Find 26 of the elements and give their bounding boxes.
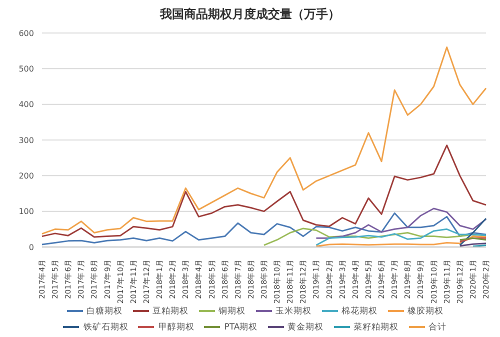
- legend-label: 铜期权: [218, 306, 246, 316]
- chart-title: 我国商品期权月度成交量（万手）: [158, 6, 341, 23]
- line-series: [315, 208, 487, 239]
- y-tick-label: 200: [18, 172, 34, 181]
- y-tick-label: 400: [18, 100, 34, 110]
- y-tick-label: 0: [28, 242, 34, 252]
- line-series: [41, 46, 487, 235]
- legend-label: 菜籽粕期权: [354, 322, 399, 332]
- legend-label: PTA期权: [224, 322, 258, 332]
- line-series: [315, 228, 487, 246]
- legend-label: 黄金期权: [288, 322, 324, 332]
- line-series: [41, 144, 487, 238]
- y-tick-label: 100: [18, 207, 34, 216]
- legend-label: 棉花期权: [342, 306, 378, 316]
- y-tick-label: 500: [18, 64, 34, 74]
- legend-label: 合计: [428, 322, 447, 332]
- legend-label: 铁矿石期权: [83, 322, 128, 332]
- legend-label: 橡胶期权: [408, 306, 444, 316]
- line-series: [315, 236, 487, 247]
- legend-label: 白糖期权: [86, 306, 122, 316]
- y-tick-label: 600: [18, 28, 34, 38]
- legend-label: 玉米期权: [276, 306, 312, 316]
- legend-label: 甲醇期权: [158, 322, 194, 332]
- legend-label: 豆粕期权: [152, 306, 188, 316]
- y-tick-label: 300: [18, 136, 34, 145]
- line-series: [41, 212, 487, 246]
